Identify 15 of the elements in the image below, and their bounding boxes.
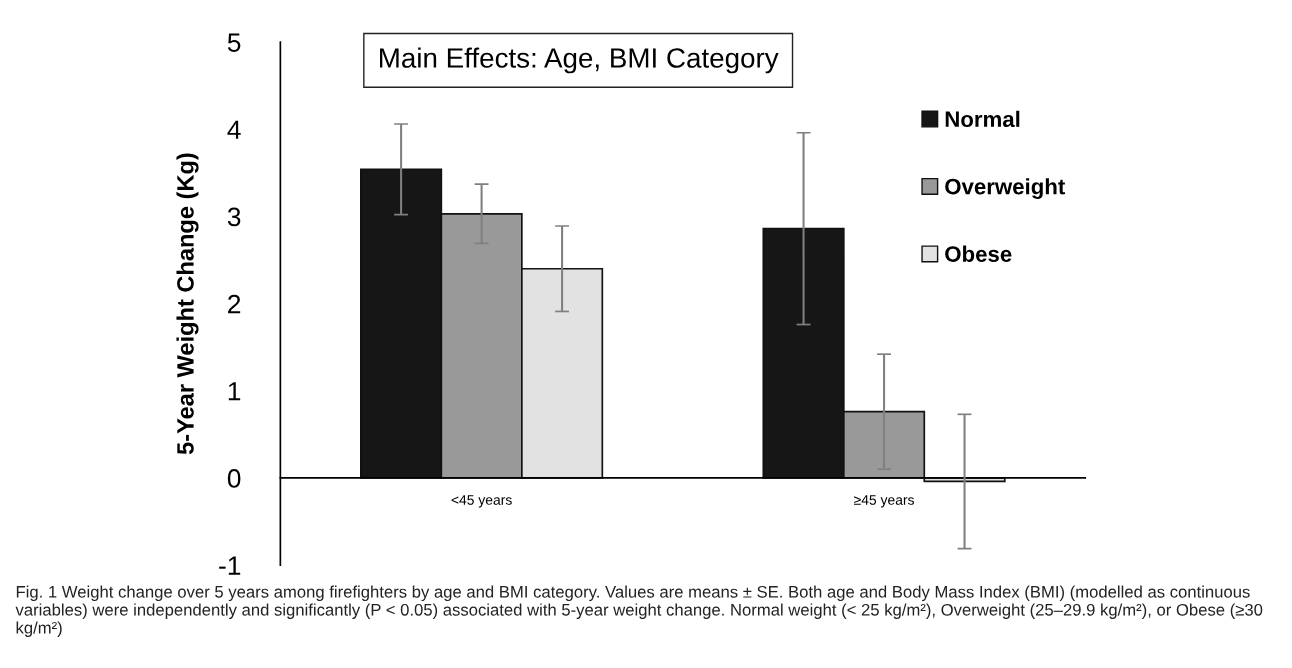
y-tick-label: 4 xyxy=(227,120,241,139)
legend-label: Obese xyxy=(945,245,1012,262)
y-tick-label: 3 xyxy=(227,207,241,227)
y-tick-label: 0 xyxy=(227,469,241,488)
y-tick-label: -1 xyxy=(219,556,241,575)
y-tick-label: 1 xyxy=(228,382,241,401)
x-tick-label: <45 years xyxy=(451,495,512,508)
y-tick-label: 5 xyxy=(227,33,241,52)
y-axis-title: 5-Year Weight Change (Kg) xyxy=(176,153,199,455)
legend-label: Normal xyxy=(945,110,1020,128)
y-tick-label: 2 xyxy=(228,294,241,314)
x-tick-label: ≥45 years xyxy=(854,495,914,508)
chart-title: Main Effects: Age, BMI Category xyxy=(380,47,779,74)
legend-label: Overweight xyxy=(945,178,1066,199)
caption: Fig. 1 Weight change over 5 years among firefighters by age and BMI category. Values are means ± SE. Both age and Body Mass Index (BMI) (modelled as continuous variables) were independently and significantly (P < 0.05) associated with 5-year weight change. Normal weight (< 25 kg/m²), Overweight (25–29.9 kg/m²), or Obese (≥30 kg/m²) xyxy=(15,585,1263,637)
